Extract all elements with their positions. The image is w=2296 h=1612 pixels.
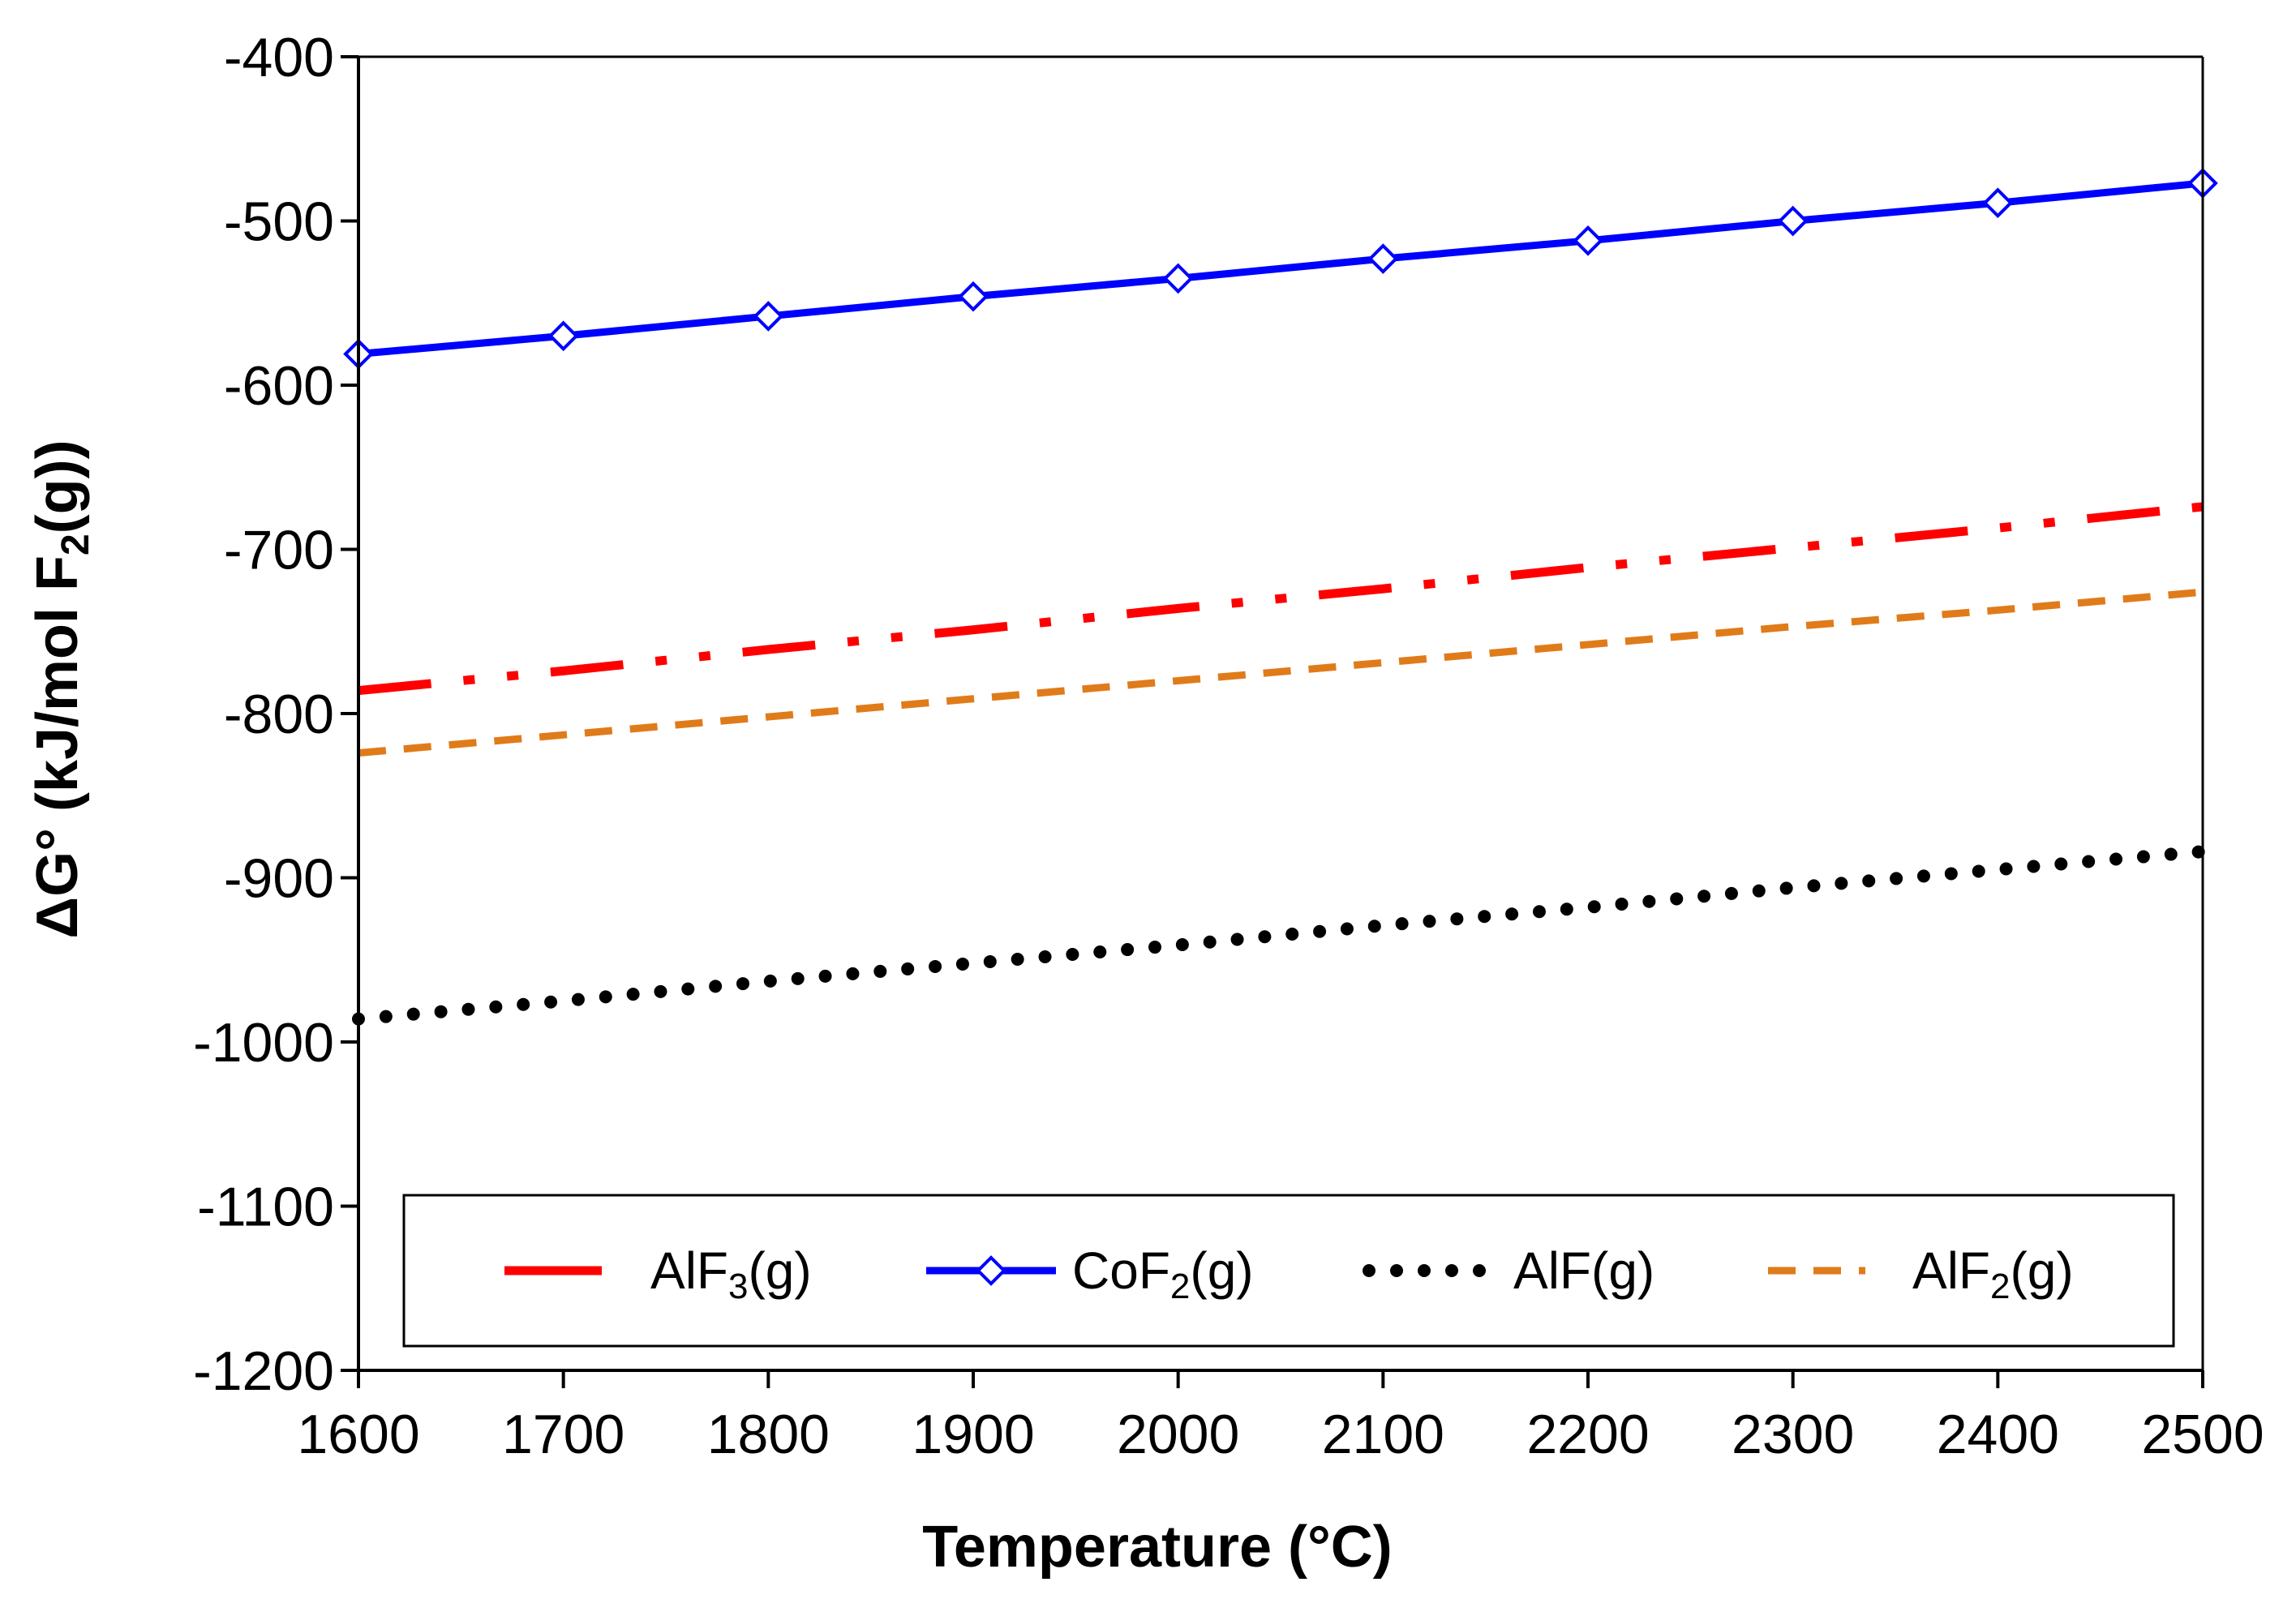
y-tick-label: -800 bbox=[224, 684, 334, 745]
y-tick-label: -1100 bbox=[197, 1177, 334, 1238]
y-tick-label: -900 bbox=[224, 848, 334, 910]
data-point-cof2 bbox=[1573, 225, 1603, 256]
data-point-cof2 bbox=[753, 301, 784, 332]
legend: AlF3(g) CoF2(g) AlF(g) AlF2(g) bbox=[402, 1194, 2175, 1348]
series-line-alf2 bbox=[358, 588, 2204, 757]
y-axis-title-sub: 2 bbox=[54, 534, 97, 555]
axes-layer: -400-500-600-700-800-900-1000-1100-12001… bbox=[193, 27, 2264, 1465]
legend-marker-cof2 bbox=[976, 1255, 1006, 1286]
legend-item-cof2: CoF2(g) bbox=[926, 1241, 1254, 1306]
y-tick-label: -500 bbox=[224, 191, 334, 253]
legend-label-cof2: CoF2(g) bbox=[1072, 1241, 1254, 1306]
x-tick-label: 1800 bbox=[707, 1404, 830, 1465]
legend-label-alf: AlF(g) bbox=[1513, 1241, 1654, 1300]
legend-item-alf: AlF(g) bbox=[1363, 1241, 1654, 1300]
x-tick-label: 2200 bbox=[1526, 1404, 1649, 1465]
data-point-cof2 bbox=[547, 320, 579, 352]
data-point-cof2 bbox=[958, 281, 989, 312]
y-axis-title: ΔG° (kJ/mol F2(g)) bbox=[25, 439, 97, 938]
data-point-cof2 bbox=[1982, 187, 2014, 219]
legend-label-alf3: AlF3(g) bbox=[650, 1241, 812, 1306]
x-tick-label: 2400 bbox=[1937, 1404, 2059, 1465]
series-alf bbox=[352, 845, 2209, 1026]
series-line-cof2 bbox=[358, 179, 2204, 358]
x-tick-label: 2300 bbox=[1732, 1404, 1854, 1465]
legend-items: AlF3(g) CoF2(g) AlF(g) AlF2(g) bbox=[504, 1241, 2074, 1306]
y-tick-label: -600 bbox=[224, 355, 334, 417]
series-layer bbox=[343, 168, 2218, 1026]
x-tick-label: 2100 bbox=[1322, 1404, 1444, 1465]
series-alf3 bbox=[358, 502, 2204, 696]
legend-item-alf2: AlF2(g) bbox=[1768, 1241, 2074, 1306]
y-tick-label: -1200 bbox=[193, 1340, 334, 1402]
data-point-cof2 bbox=[1162, 263, 1194, 294]
series-line-alf3 bbox=[358, 502, 2204, 696]
x-tick-label: 1700 bbox=[502, 1404, 624, 1465]
x-tick-label: 1600 bbox=[297, 1404, 419, 1465]
series-line-alf bbox=[352, 845, 2209, 1026]
y-tick-label: -1000 bbox=[193, 1012, 334, 1074]
x-tick-label: 2500 bbox=[2141, 1404, 2264, 1465]
series-alf2 bbox=[358, 588, 2204, 757]
y-axis-title-prefix: ΔG° (kJ/mol F bbox=[25, 555, 90, 939]
y-axis-title-suffix: (g)) bbox=[25, 439, 90, 534]
legend-label-alf2: AlF2(g) bbox=[1912, 1241, 2074, 1306]
x-tick-label: 1900 bbox=[912, 1404, 1034, 1465]
x-axis-title: Temperature (°C) bbox=[922, 1515, 1393, 1580]
legend-item-alf3: AlF3(g) bbox=[504, 1241, 812, 1306]
x-tick-label: 2000 bbox=[1117, 1404, 1239, 1465]
data-point-cof2 bbox=[1777, 205, 1809, 237]
y-tick-label: -700 bbox=[224, 520, 334, 581]
data-point-cof2 bbox=[1367, 243, 1399, 274]
legend-box bbox=[402, 1194, 2175, 1348]
y-tick-label: -400 bbox=[224, 27, 334, 88]
